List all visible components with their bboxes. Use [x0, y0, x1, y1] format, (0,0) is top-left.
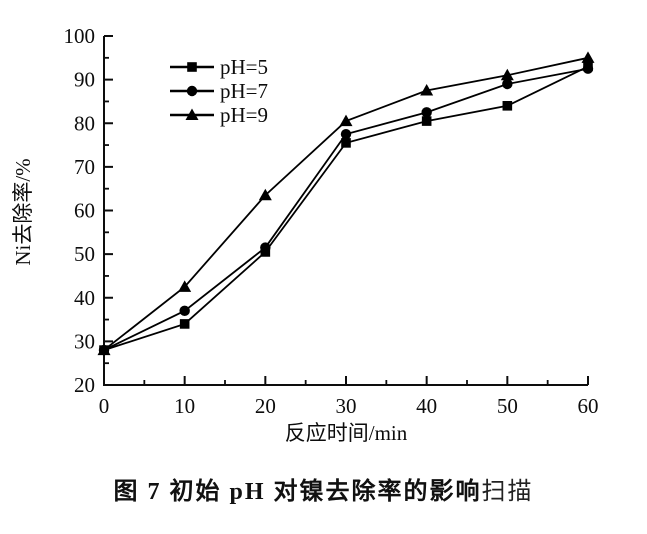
legend-marker [185, 108, 199, 120]
figure-caption: 图 7 初始 pH 对镍去除率的影响扫描 [0, 471, 647, 506]
data-point [340, 128, 352, 140]
data-point [97, 343, 111, 356]
chart-svg: 20 30 40 50 60 70 80 90 100 0 10 20 30 40 50 60 反应时间/min… [11, 24, 599, 445]
data-point [339, 114, 353, 127]
y-tick-label: 50 [74, 242, 95, 266]
y-tick-label: 70 [74, 155, 95, 179]
data-point [179, 319, 190, 329]
series-line [103, 65, 589, 351]
y-tick-label: 40 [74, 286, 95, 310]
data-point [582, 63, 594, 74]
data-point [179, 305, 190, 317]
data-point [502, 101, 513, 111]
caption-main: 图 7 初始 pH 对镍去除率的影响 [113, 479, 482, 505]
y-tick-label: 20 [74, 373, 95, 397]
y-tick-label: 60 [74, 199, 95, 223]
x-tick-label: 0 [99, 394, 110, 418]
data-point [420, 84, 434, 96]
y-axis-title: Ni去除率/% [11, 158, 35, 265]
caption-suffix: 扫描 [481, 479, 534, 505]
x-tick-label: 30 [336, 394, 357, 418]
data-point [258, 188, 272, 201]
data-point [502, 78, 513, 90]
y-tick-label: 90 [74, 68, 95, 92]
chart-container: 20 30 40 50 60 70 80 90 100 0 10 20 30 40 50 60 反应时间/min… [11, 24, 599, 445]
data-point [178, 280, 192, 292]
y-tick-label: 100 [64, 24, 96, 48]
axes-frame [103, 36, 588, 386]
legend-marker [186, 85, 198, 97]
y-tick-label: 30 [74, 329, 95, 353]
data-point [260, 242, 271, 253]
data-point [421, 107, 432, 118]
legend-label: pH=9 [220, 103, 268, 127]
data-point [421, 116, 432, 126]
x-tick-label: 20 [255, 394, 276, 418]
legend-label: pH=7 [220, 79, 268, 103]
x-tick-label: 40 [416, 394, 437, 418]
legend-label: pH=5 [220, 55, 268, 79]
x-tick-label: 50 [497, 394, 518, 418]
data-point [581, 51, 595, 63]
x-axis-title: 反应时间/min [285, 421, 408, 445]
x-tick-label: 10 [174, 394, 195, 418]
y-tick-label: 80 [74, 111, 95, 135]
series-line [103, 67, 589, 351]
data-point [341, 138, 351, 148]
legend-marker [187, 62, 197, 72]
x-tick-label: 60 [578, 394, 599, 418]
data-point [500, 68, 514, 81]
